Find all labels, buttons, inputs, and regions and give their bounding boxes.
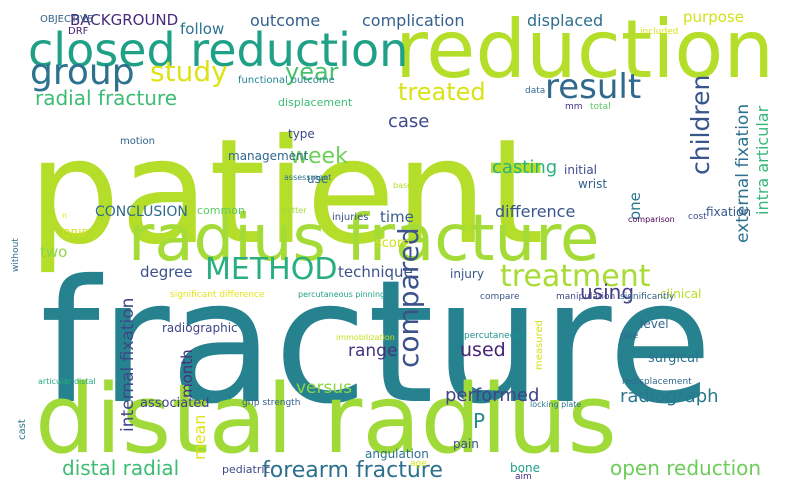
word-49: level (640, 317, 669, 331)
word-35: outcome (250, 11, 321, 30)
word-40: follow (180, 20, 225, 38)
word-8: result (545, 67, 642, 107)
word-45: time (380, 208, 414, 226)
word-41: CONCLUSION (95, 204, 188, 220)
word-43: two (40, 243, 68, 261)
word-66: motion (120, 136, 156, 147)
word-47: degree (140, 263, 193, 281)
word-37: displaced (527, 11, 604, 30)
word-6: group (30, 52, 135, 93)
word-91: redisplacement (622, 377, 692, 387)
word-92: grip strength (242, 398, 301, 408)
word-29: radiograph (620, 386, 719, 407)
word-51: angulation (365, 447, 429, 461)
word-46: score (375, 236, 410, 251)
word-88: immobilization (336, 333, 395, 342)
word-2: distal radius (35, 365, 617, 475)
word-25: using (580, 280, 635, 304)
word-34: difference (495, 202, 576, 221)
word-79: n (62, 211, 68, 220)
word-23: case (388, 111, 430, 132)
word-48: surgical (648, 351, 699, 366)
word-38: purpose (683, 8, 744, 26)
word-31: mean (190, 414, 209, 460)
word-86: manipulation (556, 292, 616, 302)
word-78: cost (688, 212, 707, 222)
word-52: radiographic (162, 321, 238, 335)
word-63: type (288, 127, 315, 141)
word-15: children (686, 74, 715, 175)
word-9: METHOD (205, 252, 338, 287)
word-72: data (525, 86, 546, 96)
word-71: included (640, 27, 679, 37)
word-22: week (290, 144, 348, 169)
word-76: based (393, 181, 418, 190)
word-21: internal fixation (118, 297, 138, 432)
word-80: better (282, 206, 307, 215)
word-97: age (410, 459, 427, 469)
word-70: DRF (68, 26, 89, 37)
word-0: patient (28, 108, 544, 277)
word-42: technique (338, 263, 413, 281)
word-12: year (285, 58, 339, 86)
word-28: performed (445, 385, 540, 406)
word-69: OBJECTIVE (40, 14, 94, 25)
word-98: aim (515, 472, 532, 482)
word-7: study (150, 55, 228, 88)
word-85: compare (480, 292, 520, 302)
word-32: month (178, 349, 196, 398)
word-56: wrist (578, 177, 608, 191)
word-27: used (460, 339, 506, 361)
word-90: rate (620, 331, 639, 341)
word-61: pediatric (222, 463, 271, 476)
word-83: significant difference (170, 290, 265, 300)
word-57: use (307, 172, 329, 186)
word-95: cast (17, 419, 28, 440)
word-73: mm (565, 102, 583, 112)
word-67: common (197, 204, 245, 217)
word-53: injury (450, 267, 484, 281)
word-1: fracture (40, 244, 713, 442)
word-3: radius fracture (128, 202, 600, 276)
word-58: fixation (706, 205, 751, 219)
word-18: open reduction (610, 456, 762, 480)
word-59: pain (453, 437, 479, 451)
word-50: associated (140, 396, 210, 411)
word-96: articular distal (38, 377, 96, 386)
word-39: BACKGROUND (70, 11, 179, 29)
word-24: casting (492, 157, 558, 178)
word-62: management (228, 149, 309, 163)
word-64: displacement (278, 96, 353, 109)
word-36: complication (362, 11, 465, 30)
word-4: reduction (395, 3, 775, 96)
word-74: total (590, 102, 611, 112)
word-87: significantly (620, 292, 675, 302)
word-13: radial fracture (35, 86, 178, 110)
word-84: percutaneous pinning (298, 290, 386, 299)
word-89: percutaneous (464, 331, 526, 341)
word-14: treated (398, 78, 486, 106)
word-55: initial (564, 163, 597, 177)
word-30: versus (296, 378, 352, 398)
word-94: measured (534, 320, 545, 370)
word-75: assessment (284, 173, 332, 182)
word-20: intra articular (753, 105, 772, 215)
word-82: without (11, 238, 21, 272)
word-11: forearm fracture (262, 458, 443, 483)
word-65: functional outcome (238, 75, 335, 86)
word-60: bone (510, 461, 540, 475)
word-68: ORIF (62, 227, 88, 240)
word-54: clinical (660, 287, 702, 301)
word-5: closed reduction (28, 23, 409, 77)
word-81: injuries (332, 212, 369, 223)
word-93: locking plate (530, 400, 582, 409)
word-33: range (348, 341, 398, 361)
word-19: external fixation (733, 103, 753, 243)
word-77: comparison (628, 215, 675, 224)
word-17: distal radial (62, 456, 180, 480)
word-10: treatment (500, 259, 651, 294)
word-26: P (473, 409, 486, 433)
